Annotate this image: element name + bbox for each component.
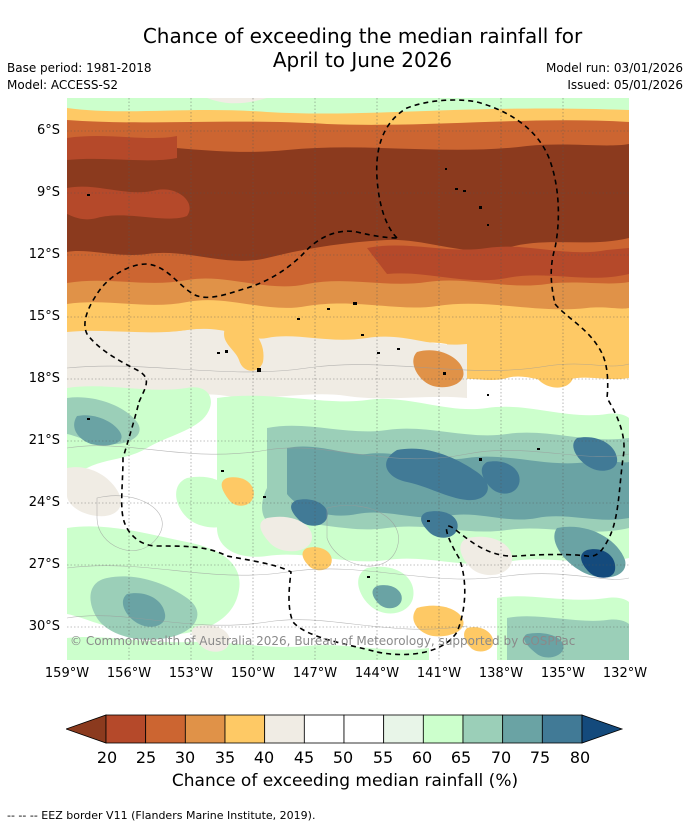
colorbar-cell [343, 714, 385, 744]
lat-label-27s: 27°S [28, 557, 60, 572]
lon-label-159w: 159°W [44, 666, 90, 681]
colorbar [66, 714, 624, 744]
colorbar-cell [224, 714, 266, 744]
lat-label-15s: 15°S [28, 309, 60, 324]
cbar-tick-35: 35 [214, 748, 236, 767]
cbar-tick-70: 70 [490, 748, 512, 767]
colorbar-cell [303, 714, 345, 744]
cbar-tick-75: 75 [529, 748, 551, 767]
islands [87, 168, 540, 578]
lon-label-144w: 144°W [354, 666, 400, 681]
model-name: Model: ACCESS-S2 [7, 78, 119, 92]
issued-date: Issued: 05/01/2026 [567, 78, 683, 92]
colorbar-cell [264, 714, 305, 744]
lat-label-9s: 9°S [36, 185, 60, 200]
lon-label-150w: 150°W [230, 666, 276, 681]
colorbar-cell [383, 714, 424, 744]
lat-label-21s: 21°S [28, 433, 60, 448]
lon-label-147w: 147°W [292, 666, 338, 681]
lat-label-24s: 24°S [28, 495, 60, 510]
cbar-tick-40: 40 [253, 748, 275, 767]
title-line-1: Chance of exceeding the median rainfall … [142, 24, 583, 48]
colorbar-cell [541, 714, 583, 744]
colorbar-cell [462, 714, 504, 744]
meta-left: Base period: 1981-2018 Model: ACCESS-S2 [7, 60, 152, 94]
model-run: Model run: 03/01/2026 [545, 61, 683, 75]
colorbar-cell [184, 714, 226, 744]
lon-label-141w: 141°W [416, 666, 462, 681]
lat-label-6s: 6°S [36, 123, 60, 138]
colorbar-cell [105, 714, 147, 744]
title-line-2: April to June 2026 [272, 48, 453, 72]
colorbar-title: Chance of exceeding median rainfall (%) [171, 771, 519, 791]
lon-label-153w: 153°W [168, 666, 214, 681]
lat-gridlines [67, 130, 629, 628]
lat-label-30s: 30°S [28, 619, 60, 634]
copyright-notice: © Commonwealth of Australia 2026, Bureau… [70, 634, 576, 648]
cbar-tick-60: 60 [411, 748, 433, 767]
colorbar-cell [145, 714, 186, 744]
lon-label-135w: 135°W [540, 666, 586, 681]
map-svg [67, 98, 629, 660]
lat-label-12s: 12°S [28, 247, 60, 262]
eez-borders [84, 99, 625, 656]
lon-label-132w: 132°W [602, 666, 648, 681]
cbar-tick-25: 25 [135, 748, 157, 767]
lon-label-138w: 138°W [478, 666, 524, 681]
lon-gridlines [128, 98, 564, 660]
colorbar-cell [502, 714, 543, 744]
cbar-tick-80: 80 [569, 748, 591, 767]
colorbar-under-arrow [66, 714, 107, 744]
map-title: Chance of exceeding the median rainfall … [0, 24, 690, 72]
cbar-tick-30: 30 [174, 748, 196, 767]
colorbar-over-arrow [581, 714, 624, 744]
lat-label-18s: 18°S [28, 371, 60, 386]
meta-right: Model run: 03/01/2026 Issued: 05/01/2026 [546, 60, 683, 94]
colorbar-cell [422, 714, 464, 744]
eez-footnote: -- -- -- EEZ border V11 (Flanders Marine… [7, 809, 316, 822]
lon-label-156w: 156°W [106, 666, 152, 681]
cbar-tick-45: 45 [293, 748, 315, 767]
cbar-tick-55: 55 [372, 748, 394, 767]
cbar-tick-20: 20 [96, 748, 118, 767]
rainfall-map [67, 98, 629, 660]
base-period: Base period: 1981-2018 [7, 61, 152, 75]
cbar-tick-65: 65 [450, 748, 472, 767]
cbar-tick-50: 50 [332, 748, 354, 767]
